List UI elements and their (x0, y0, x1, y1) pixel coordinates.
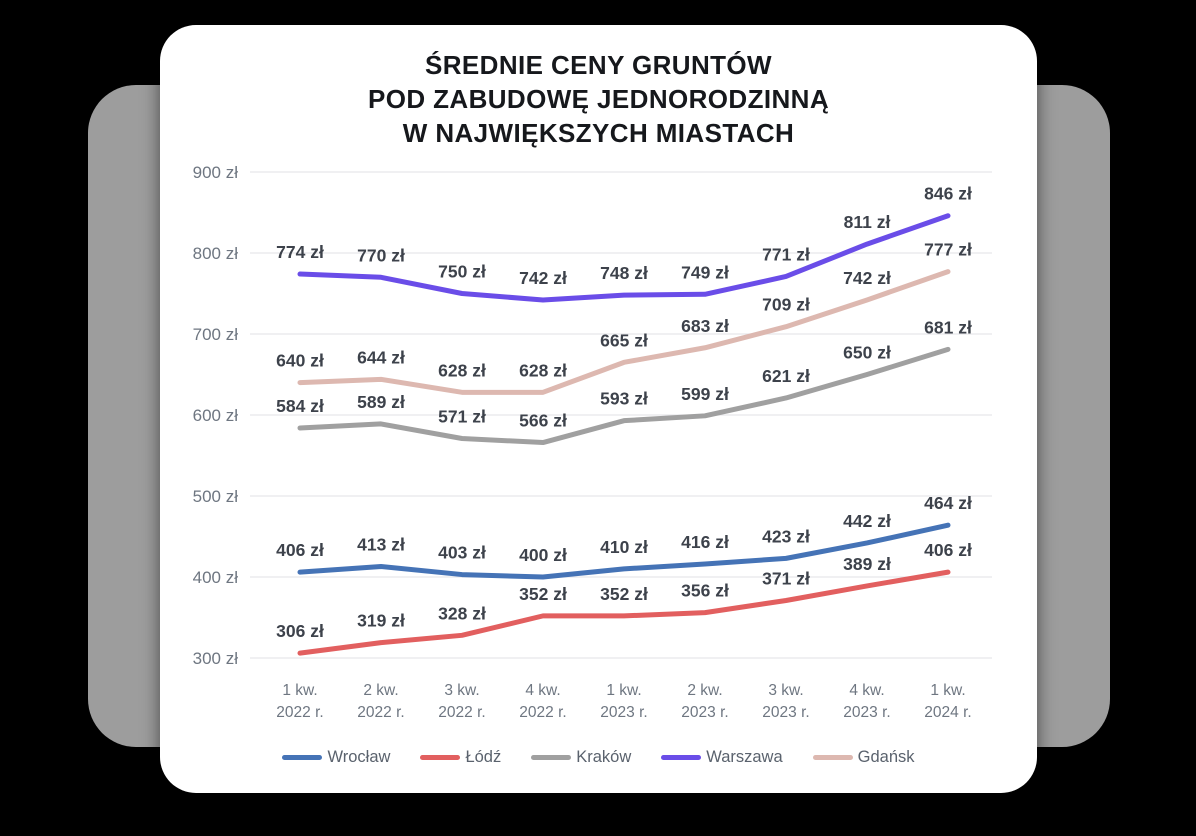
data-label-krakow: 589 zł (357, 392, 405, 412)
x-axis-label: 4 kw. (849, 682, 884, 699)
data-label-warszawa: 846 zł (924, 184, 972, 204)
x-axis-label: 1 kw. (930, 682, 965, 699)
data-label-wroclaw: 400 zł (519, 545, 567, 565)
data-label-gdansk: 640 zł (276, 351, 324, 371)
y-axis-label: 700 zł (193, 325, 239, 344)
x-axis-label: 2022 r. (519, 704, 566, 721)
legend-label-wroclaw: Wrocław (327, 748, 391, 766)
chart-title: ŚREDNIE CENY GRUNTÓW POD ZABUDOWĘ JEDNOR… (367, 50, 830, 148)
legend-label-warszawa: Warszawa (706, 748, 783, 766)
series-line-lodz (297, 569, 951, 656)
data-label-wroclaw: 403 zł (438, 543, 486, 563)
x-axis-label: 2 kw. (687, 682, 722, 699)
data-label-wroclaw: 416 zł (681, 532, 729, 552)
data-label-lodz: 352 zł (600, 584, 648, 604)
legend-swatch-lodz (420, 755, 461, 760)
legend-item-lodz: Łódź (420, 748, 501, 767)
data-label-wroclaw: 442 zł (843, 511, 891, 531)
series-line-wroclaw (297, 522, 951, 580)
data-label-warszawa: 770 zł (357, 245, 405, 265)
legend-swatch-warszawa (661, 755, 702, 760)
x-axis-label: 2022 r. (276, 704, 323, 721)
legend-label-lodz: Łódź (465, 748, 502, 766)
data-label-wroclaw: 406 zł (276, 540, 324, 560)
y-axis-label: 800 zł (193, 244, 239, 263)
data-label-lodz: 371 zł (762, 568, 810, 588)
data-label-warszawa: 771 zł (762, 244, 810, 264)
series-line-gdansk (297, 269, 951, 395)
legend-item-gdansk: Gdańsk (812, 748, 915, 767)
x-axis-label: 3 kw. (444, 682, 479, 699)
x-axis-label: 2024 r. (924, 704, 971, 721)
legend-item-wroclaw: Wrocław (282, 748, 390, 767)
chart-card: ŚREDNIE CENY GRUNTÓW POD ZABUDOWĘ JEDNOR… (160, 25, 1037, 793)
data-label-krakow: 681 zł (924, 317, 972, 337)
legend-label-gdansk: Gdańsk (857, 748, 915, 766)
data-label-gdansk: 777 zł (924, 240, 972, 260)
data-label-krakow: 566 zł (519, 411, 567, 431)
x-axis-label: 4 kw. (525, 682, 560, 699)
y-axis-label: 900 zł (193, 163, 239, 182)
data-label-lodz: 328 zł (438, 603, 486, 623)
legend-swatch-gdansk (812, 755, 853, 760)
data-label-wroclaw: 423 zł (762, 526, 810, 546)
data-label-wroclaw: 413 zł (357, 534, 405, 554)
legend-item-krakow: Kraków (531, 748, 631, 767)
data-label-lodz: 389 zł (843, 554, 891, 574)
data-label-warszawa: 749 zł (681, 262, 729, 282)
data-label-wroclaw: 464 zł (924, 493, 972, 513)
chart-legend: Wrocław Łódź Kraków Warszawa Gdańsk (160, 748, 1037, 767)
x-axis-label: 2 kw. (363, 682, 398, 699)
line-chart: 900 zł 800 zł 700 zł 600 zł 500 zł 400 zł 300 … (193, 163, 992, 721)
data-label-krakow: 584 zł (276, 396, 324, 416)
data-label-warszawa: 742 zł (519, 268, 567, 288)
legend-swatch-krakow (531, 755, 572, 760)
data-label-gdansk: 683 zł (681, 316, 729, 336)
data-label-lodz: 356 zł (681, 581, 729, 601)
x-axis-label: 1 kw. (282, 682, 317, 699)
data-label-lodz: 306 zł (276, 621, 324, 641)
data-label-krakow: 599 zł (681, 384, 729, 404)
x-axis-label: 2023 r. (762, 704, 809, 721)
data-label-wroclaw: 410 zł (600, 537, 648, 557)
x-axis-label: 2022 r. (357, 704, 404, 721)
x-axis-label: 2023 r. (843, 704, 890, 721)
y-axis-label: 400 zł (193, 568, 239, 587)
data-label-gdansk: 644 zł (357, 347, 405, 367)
data-label-lodz: 319 zł (357, 611, 405, 631)
data-label-gdansk: 709 zł (762, 295, 810, 315)
data-label-lodz: 406 zł (924, 540, 972, 560)
data-label-warszawa: 748 zł (600, 263, 648, 283)
data-label-warszawa: 750 zł (438, 262, 486, 282)
data-label-warszawa: 811 zł (844, 212, 891, 232)
y-axis-label: 600 zł (193, 406, 239, 425)
x-axis-label: 3 kw. (768, 682, 803, 699)
data-label-gdansk: 742 zł (843, 268, 891, 288)
data-label-lodz: 352 zł (519, 584, 567, 604)
series-line-krakow (297, 346, 951, 446)
data-label-gdansk: 665 zł (600, 330, 648, 350)
data-label-krakow: 571 zł (438, 406, 486, 426)
data-label-gdansk: 628 zł (438, 360, 486, 380)
legend-swatch-wroclaw (282, 755, 323, 760)
x-axis-label: 2022 r. (438, 704, 485, 721)
legend-item-warszawa: Warszawa (661, 748, 783, 767)
y-axis-label: 300 zł (193, 649, 239, 668)
series-line-warszawa (297, 213, 951, 303)
data-label-krakow: 650 zł (843, 343, 891, 363)
data-label-krakow: 593 zł (600, 389, 648, 409)
y-axis-label: 500 zł (193, 487, 239, 506)
legend-label-krakow: Kraków (576, 748, 632, 766)
data-label-krakow: 621 zł (762, 366, 810, 386)
x-axis-label: 1 kw. (606, 682, 641, 699)
data-label-gdansk: 628 zł (519, 360, 567, 380)
data-label-warszawa: 774 zł (276, 242, 324, 262)
x-axis-label: 2023 r. (600, 704, 647, 721)
x-axis-label: 2023 r. (681, 704, 728, 721)
